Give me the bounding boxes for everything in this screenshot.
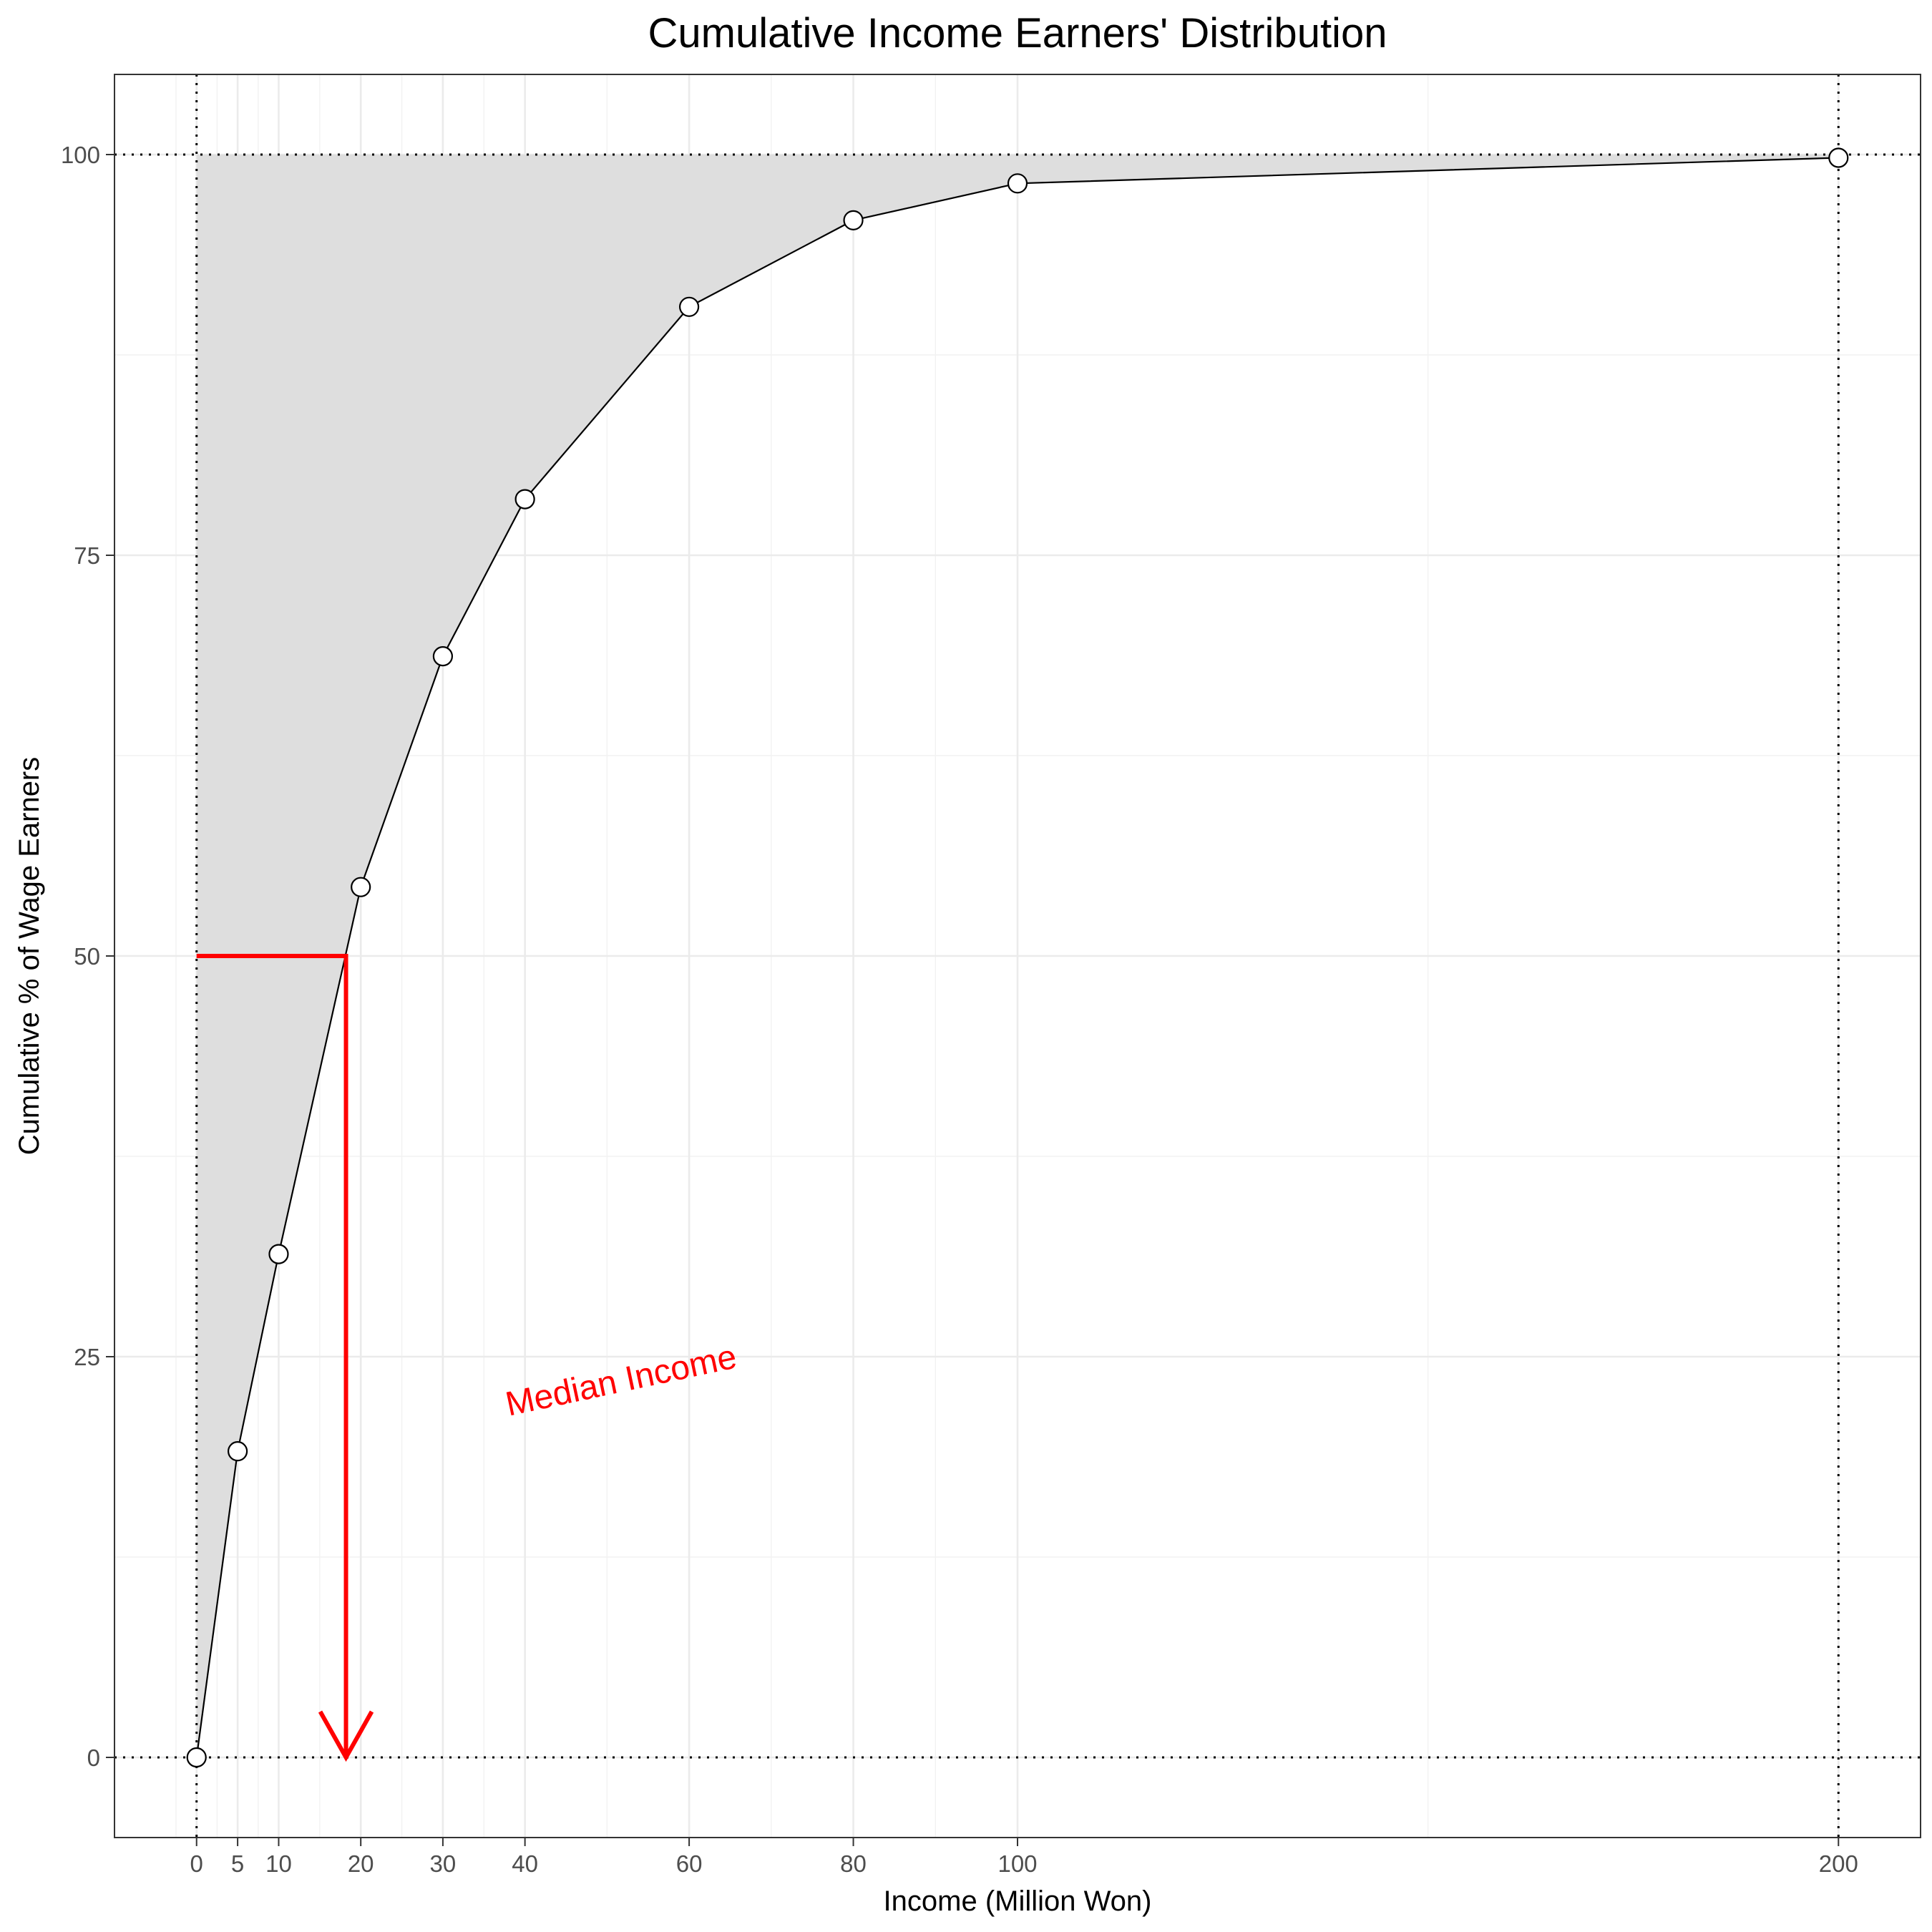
y-axis-ticks: 0 25 50 75 100: [61, 142, 114, 1771]
data-point: [1007, 173, 1028, 194]
x-axis-ticks: 0 5 10 20 30 40 60 80 100 200: [190, 1838, 1858, 1877]
shaded-area: [196, 155, 1839, 1757]
point-layer: [186, 147, 1849, 1768]
y-axis-label: Cumulative % of Wage Earners: [14, 757, 45, 1156]
x-tick-label: 100: [997, 1850, 1037, 1877]
data-point: [432, 646, 454, 667]
x-tick-label: 30: [430, 1850, 457, 1877]
data-point: [678, 296, 700, 317]
y-tick-label: 50: [74, 943, 100, 970]
y-tick-label: 0: [87, 1745, 100, 1771]
x-tick-label: 60: [676, 1850, 703, 1877]
area-layer: [196, 155, 1839, 1757]
x-tick-label: 5: [231, 1850, 244, 1877]
data-point: [268, 1244, 289, 1264]
y-tick-label: 25: [74, 1344, 100, 1370]
data-point: [843, 210, 864, 230]
y-tick-label: 100: [61, 142, 100, 168]
x-axis-label: Income (Million Won): [884, 1885, 1152, 1917]
data-point: [351, 877, 371, 897]
x-tick-label: 80: [840, 1850, 867, 1877]
series-line: [195, 157, 1839, 1758]
data-point: [227, 1441, 248, 1462]
reference-lines: [114, 74, 1921, 1838]
x-tick-label: 200: [1819, 1850, 1858, 1877]
median-arrowhead: [318, 1710, 374, 1762]
data-point: [1828, 147, 1849, 168]
data-point: [514, 489, 535, 509]
x-tick-label: 20: [348, 1850, 374, 1877]
x-tick-label: 10: [265, 1850, 292, 1877]
chart-title: Cumulative Income Earners' Distribution: [648, 10, 1387, 57]
median-income-label: Median Income: [502, 1338, 740, 1424]
x-tick-label: 40: [512, 1850, 538, 1877]
line-layer: [195, 157, 1839, 1758]
y-tick-label: 75: [74, 542, 100, 569]
median-guide-line: [196, 954, 348, 1755]
x-tick-label: 0: [190, 1850, 203, 1877]
data-point: [186, 1747, 207, 1768]
